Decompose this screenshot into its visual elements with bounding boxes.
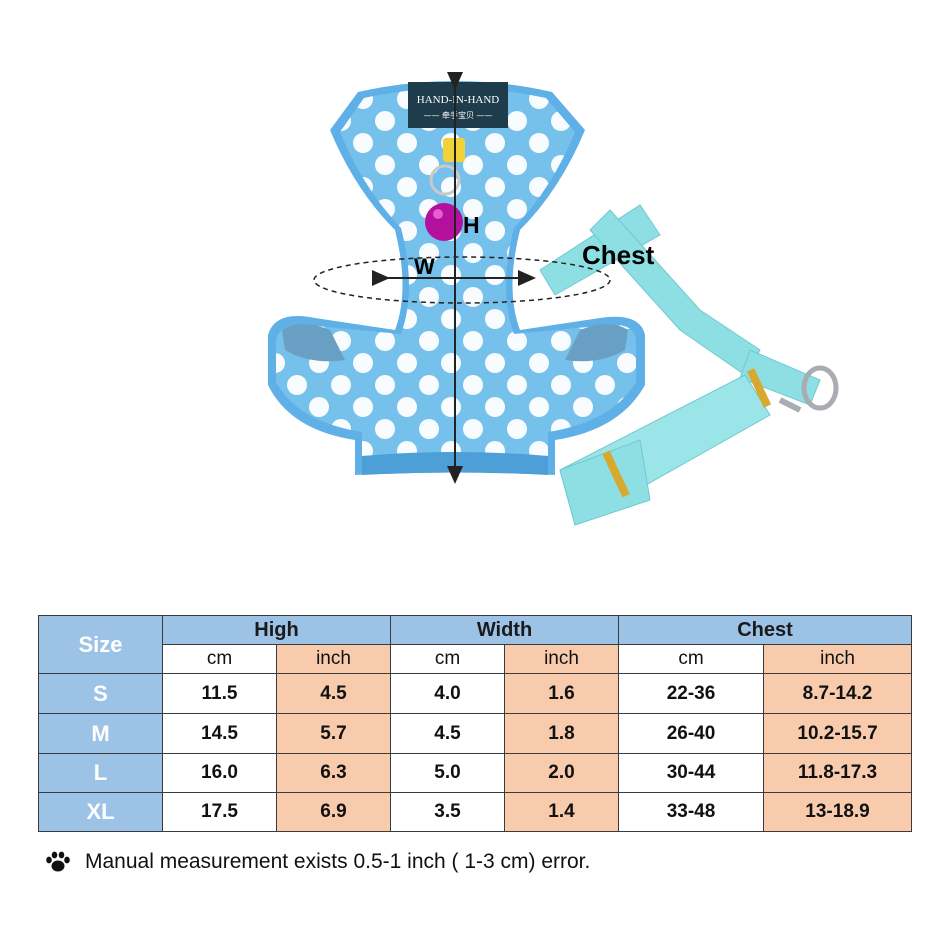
group-header-high: High (162, 615, 391, 645)
value-cell: 30-44 (618, 753, 765, 793)
value-cell: 2.0 (503, 753, 620, 793)
unit-inch: inch (763, 644, 913, 674)
unit-cm: cm (618, 644, 765, 674)
size-chart-table: Size High Width Chest cm inch cm inch cm… (38, 615, 913, 832)
measurement-note: Manual measurement exists 0.5-1 inch ( 1… (45, 850, 590, 874)
value-cell: 4.5 (390, 713, 505, 754)
value-cell: 4.5 (276, 673, 391, 714)
size-header: Size (38, 615, 163, 674)
unit-cm: cm (162, 644, 277, 674)
paw-icon (46, 851, 70, 872)
value-cell: 33-48 (618, 792, 765, 832)
width-label: W (414, 254, 435, 279)
value-cell: 16.0 (162, 753, 277, 793)
value-cell: 10.2-15.7 (763, 713, 913, 754)
table-unit-row: cm inch cm inch cm inch (39, 644, 913, 674)
value-cell: 11.5 (162, 673, 277, 714)
table-row: M 14.5 5.7 4.5 1.8 26-40 10.2-15.7 (38, 713, 913, 754)
table-header-row: Size High Width Chest (38, 615, 913, 674)
size-cell: M (38, 713, 163, 754)
unit-cm: cm (390, 644, 505, 674)
table-row: XL 17.5 6.9 3.5 1.4 33-48 13-18.9 (38, 792, 913, 832)
leash (539, 204, 839, 526)
size-cell: L (38, 753, 163, 793)
value-cell: 13-18.9 (763, 792, 913, 832)
height-label: H (463, 212, 480, 238)
value-cell: 11.8-17.3 (763, 753, 913, 793)
value-cell: 6.9 (276, 792, 391, 832)
value-cell: 17.5 (162, 792, 277, 832)
value-cell: 8.7-14.2 (763, 673, 913, 714)
size-cell: XL (38, 792, 163, 832)
table-row: S 11.5 4.5 4.0 1.6 22-36 8.7-14.2 (38, 673, 913, 714)
value-cell: 26-40 (618, 713, 765, 754)
group-header-width: Width (389, 615, 620, 645)
note-text: Manual measurement exists 0.5-1 inch ( 1… (85, 850, 591, 873)
unit-inch: inch (503, 644, 620, 674)
value-cell: 3.5 (390, 792, 505, 832)
value-cell: 4.0 (390, 673, 505, 714)
chest-label: Chest (582, 240, 655, 270)
value-cell: 5.7 (276, 713, 391, 754)
value-cell: 1.4 (503, 792, 620, 832)
value-cell: 5.0 (390, 753, 505, 793)
value-cell: 1.6 (503, 673, 620, 714)
unit-inch: inch (276, 644, 391, 674)
value-cell: 14.5 (162, 713, 277, 754)
size-cell: S (38, 673, 163, 714)
value-cell: 6.3 (276, 753, 391, 793)
value-cell: 22-36 (618, 673, 765, 714)
measurement-guides (313, 72, 611, 484)
group-header-chest: Chest (618, 615, 913, 645)
tag-brand-text: HAND-IN-HAND (417, 94, 500, 106)
table-row: L 16.0 6.3 5.0 2.0 30-44 11.8-17.3 (38, 753, 913, 793)
value-cell: 1.8 (503, 713, 620, 754)
tag-sub-text: —— 牵手宝贝 —— (423, 110, 492, 120)
